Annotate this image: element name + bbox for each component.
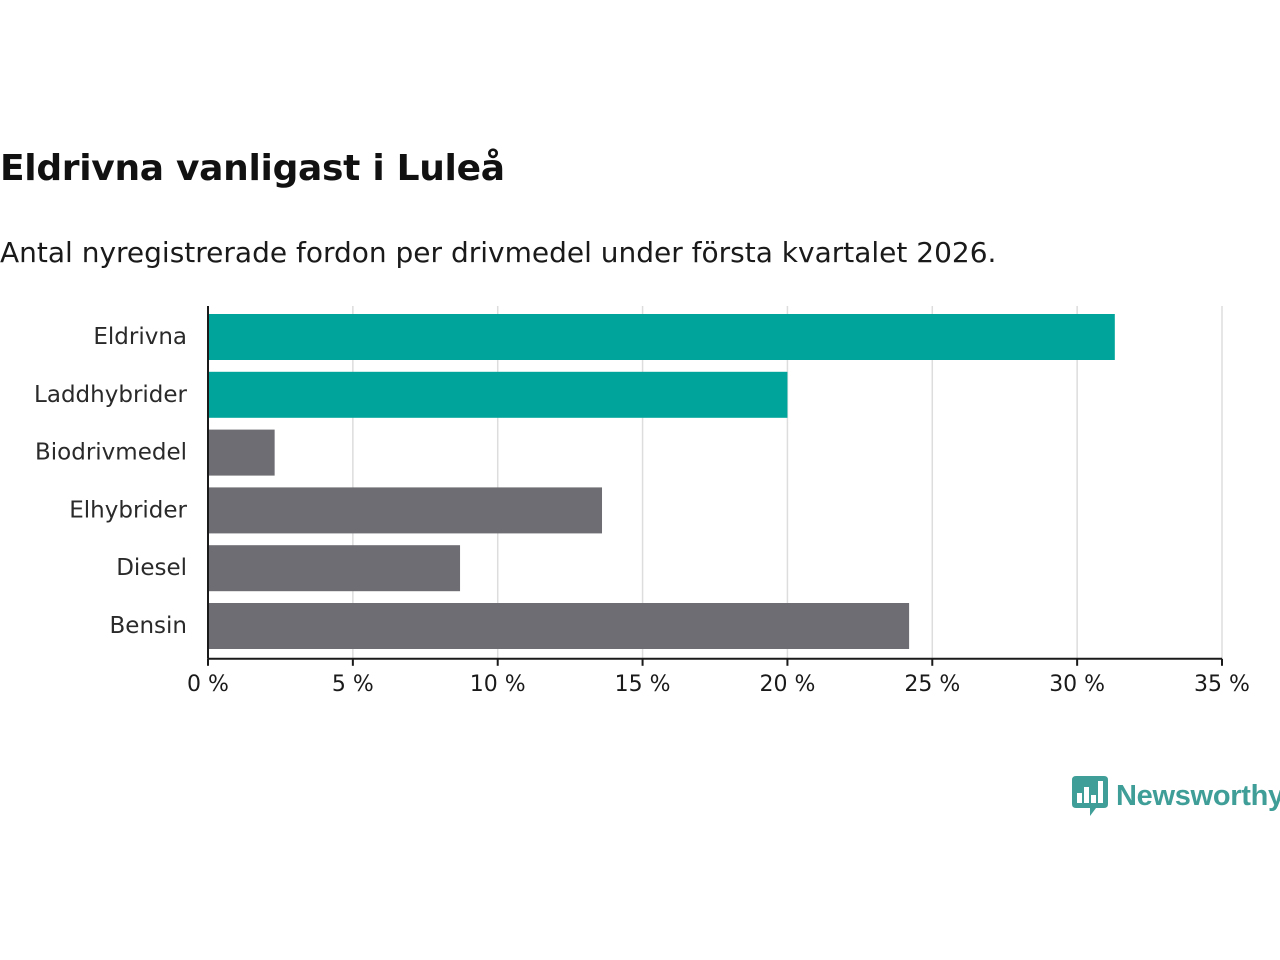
bar-diesel[interactable] (208, 545, 461, 592)
category-label-diesel: Diesel (116, 555, 187, 581)
x-tick-label-10: 10 % (470, 672, 526, 697)
x-tick-label-25: 25 % (904, 672, 960, 697)
chart-subtitle: Antal nyregistrerade fordon per drivmede… (0, 236, 997, 269)
bar-eldrivna[interactable] (208, 314, 1115, 360)
category-label-elhybrider: Elhybrider (69, 497, 187, 523)
bar-bensin[interactable] (208, 603, 910, 649)
x-tick-label-5: 5 % (332, 672, 374, 697)
bar-chart: Eldrivna Laddhybrider Biodrivmedel Elhybrid… (34, 306, 1250, 697)
bar-elhybrider[interactable] (208, 487, 603, 534)
category-label-eldrivna: Eldrivna (93, 324, 187, 350)
category-label-bensin: Bensin (110, 613, 187, 639)
newsworthy-logo[interactable]: Newsworthy (1072, 776, 1280, 816)
bar-chart-speech-bubble-icon (1072, 776, 1108, 816)
logo-text: Newsworthy (1116, 779, 1280, 812)
bar-laddhybrider[interactable] (208, 371, 788, 418)
chart-title: Eldrivna vanligast i Luleå (0, 148, 505, 189)
x-tick-label-0: 0 % (187, 672, 229, 697)
bar-biodrivmedel[interactable] (208, 429, 275, 476)
x-tick-label-15: 15 % (615, 672, 671, 697)
category-label-biodrivmedel: Biodrivmedel (35, 440, 187, 466)
category-label-laddhybrider: Laddhybrider (34, 382, 187, 408)
x-tick-label-20: 20 % (759, 672, 815, 697)
x-tick-label-30: 30 % (1049, 672, 1105, 697)
x-tick-label-35: 35 % (1194, 672, 1250, 697)
